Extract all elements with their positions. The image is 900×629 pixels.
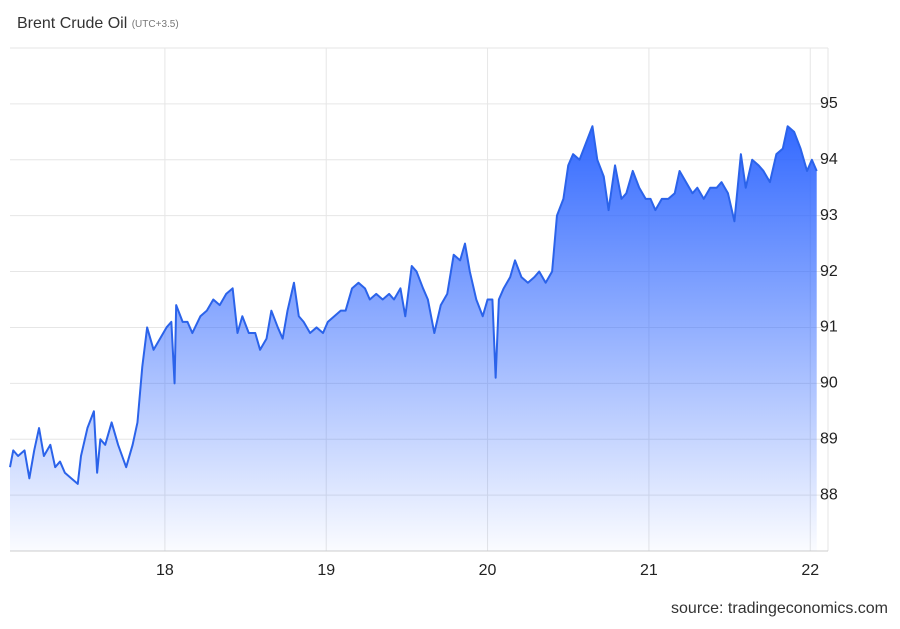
- area-fill: [10, 126, 817, 552]
- x-tick-label: 21: [640, 562, 658, 579]
- y-tick-label: 94: [820, 151, 838, 168]
- y-tick-label: 88: [820, 486, 838, 503]
- y-tick-label: 91: [820, 319, 838, 336]
- x-tick-label: 19: [317, 562, 335, 579]
- x-tick-label: 20: [479, 562, 497, 579]
- x-tick-label: 18: [156, 562, 174, 579]
- chart-title: Brent Crude Oil (UTC+3.5): [17, 15, 179, 32]
- title: Brent Crude Oil: [17, 15, 127, 32]
- y-tick-label: 92: [820, 263, 838, 280]
- y-tick-label: 90: [820, 375, 838, 392]
- y-tick-label: 93: [820, 207, 838, 224]
- price-line: [9, 125, 818, 485]
- source: source: tradingeconomics.com: [671, 600, 888, 617]
- subtitle: (UTC+3.5): [132, 19, 179, 30]
- x-tick-label: 22: [801, 562, 819, 579]
- labels: 88 89 90 91 92 93 94 95 18 19 20 21 22: [156, 95, 838, 579]
- y-tick-label: 95: [820, 95, 838, 112]
- plot: [9, 125, 818, 552]
- y-tick-label: 89: [820, 430, 838, 447]
